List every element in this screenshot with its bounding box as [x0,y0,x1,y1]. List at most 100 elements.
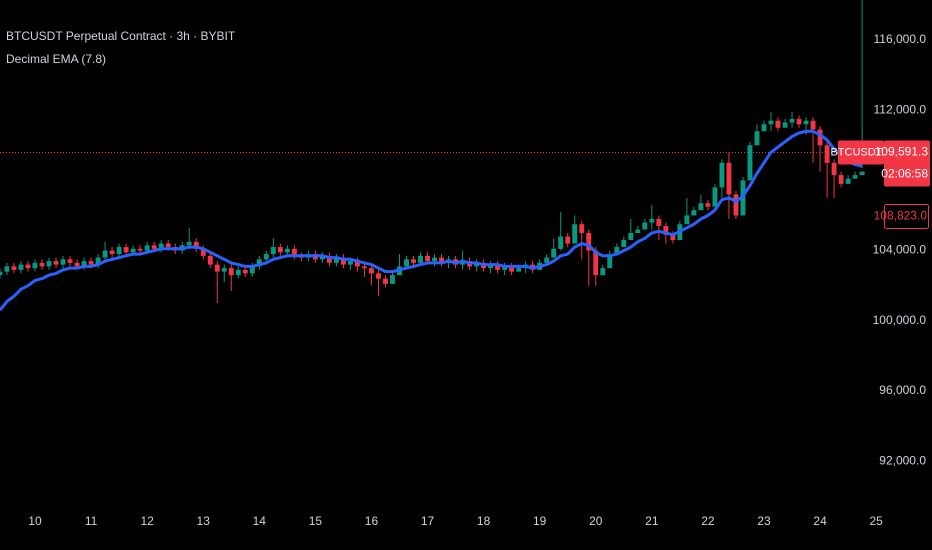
candle-body [719,162,725,188]
y-tick-label: 96,000.0 [879,383,926,397]
candle-body [705,203,711,207]
candle-body [95,257,101,265]
candle-body [60,259,66,265]
x-tick-label: 25 [869,514,883,528]
candle-body [221,268,227,272]
candle-body [803,120,809,125]
candle-body [831,162,837,176]
candle-body [347,261,353,265]
candle-body [747,145,753,181]
candle-body [361,266,367,269]
candle-body [656,218,662,227]
candle-body [544,257,550,263]
candle-body [284,248,290,253]
candle-body [214,264,220,272]
candle-body [32,262,38,269]
x-tick-label: 12 [140,514,154,528]
x-tick-label: 24 [813,514,827,528]
candle-body [754,131,760,146]
candle-body [796,118,802,125]
candle-body [291,248,297,256]
x-tick-label: 21 [645,514,659,528]
candle-body [158,243,164,249]
candle-body [810,120,816,130]
symbol-label-box [838,140,884,165]
candle-body [502,266,508,270]
candle-body [817,129,823,146]
candle-body [319,255,325,260]
candle-body [642,222,648,230]
candle-body [558,236,564,249]
x-tick-label: 15 [309,514,323,528]
candle-body [838,175,844,184]
candle-body [235,269,241,276]
candle-body [684,215,690,225]
candle-body [0,271,3,276]
candle-body [789,118,795,123]
candle-body [495,264,501,270]
candle-body [733,194,739,216]
candle-body [516,268,522,272]
x-tick-label: 20 [589,514,603,528]
candle-body [782,122,788,128]
candle-body [39,262,45,267]
candle-body [326,255,332,263]
candle-body [390,275,395,284]
candle-body [691,210,697,216]
y-tick-label: 116,000.0 [874,32,927,46]
candle-body [852,175,858,179]
candle-body [474,262,480,267]
candle-body [354,261,360,267]
candle-body [207,255,213,265]
candle-body [726,162,732,195]
candle-body [593,250,599,276]
candle-body [845,178,851,184]
candle-body [18,264,24,270]
candle-body [130,248,136,253]
candle-body [698,203,704,211]
symbol-label: BTCUSDT.P [830,146,891,158]
candle-body [761,124,767,132]
candle-body [74,262,80,267]
candle-body [88,261,94,265]
candle-body [859,171,865,176]
countdown: 02:06:58 [881,167,928,181]
candle-body [579,224,585,234]
candle-body [383,278,388,284]
candle-body [404,259,409,267]
candle-body [200,248,206,256]
candle-body [137,248,143,251]
x-tick-label: 16 [365,514,379,528]
candle-body [333,257,339,263]
candle-body [249,266,255,274]
candle-body [25,264,31,269]
candle-body [488,264,494,269]
candle-body [509,266,515,272]
x-tick-label: 22 [701,514,715,528]
x-tick-label: 19 [533,514,547,528]
candle-body [67,259,73,263]
price-label: 109,591.3 [875,145,929,159]
candle-body [46,261,52,267]
candle-body [4,266,10,272]
y-tick-label: 104,000.0 [873,243,927,257]
candle-body [340,257,346,265]
x-tick-label: 13 [197,514,211,528]
y-tick-label: 92,000.0 [879,453,926,467]
candle-body [151,245,157,249]
x-tick-label: 11 [85,514,98,528]
candle-body [144,245,150,251]
candle-body [116,247,122,255]
indicator-label-box [884,203,929,229]
candle-body [635,229,641,234]
x-tick-label: 17 [421,514,435,528]
candle-body [663,226,669,235]
indicator-value-label: 108,823.0 [874,209,928,223]
candle-body [270,247,276,255]
candle-body [607,254,613,269]
candle-body [432,257,437,262]
candle-body [165,243,171,248]
candle-body [242,269,248,274]
candle-body [263,254,269,260]
